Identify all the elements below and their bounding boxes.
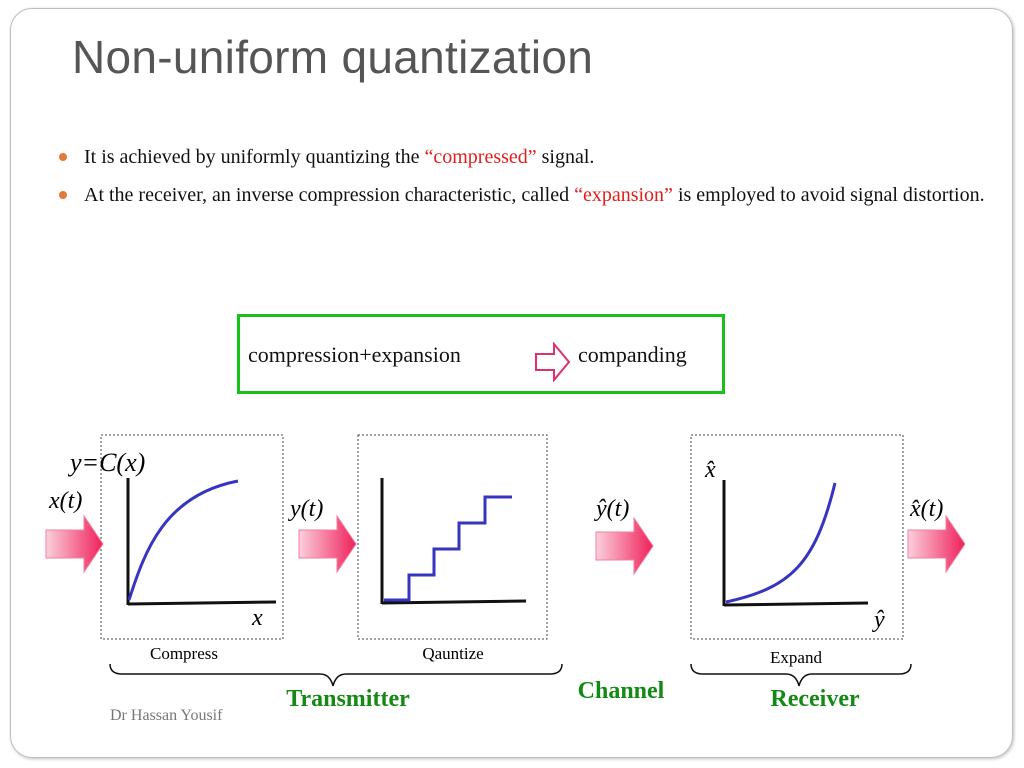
quantization-staircase	[384, 495, 512, 602]
bullet-item-1: It is achieved by uniformly quantizing t…	[56, 140, 991, 174]
quantize-x-axis	[381, 599, 527, 605]
bullet-2-text: At the receiver, an inverse compression …	[84, 184, 575, 206]
compress-x-axis	[127, 600, 277, 606]
companding-box: compression+expansion companding	[237, 314, 725, 394]
channel-arrow-icon	[595, 516, 654, 576]
output-signal-label: x̂(t)	[909, 496, 943, 522]
receiver-label: Receiver	[770, 686, 860, 712]
input-signal-label: x(t)	[48, 488, 82, 514]
compression-curve	[127, 479, 239, 601]
input-arrow-icon	[45, 514, 104, 574]
compressed-signal-label: y(t)	[288, 496, 323, 522]
expand-x-axis	[723, 601, 869, 607]
quantize-box	[357, 434, 548, 640]
expand-label: Expand	[770, 648, 822, 667]
receiver-brace	[690, 663, 912, 687]
transmitter-label: Transmitter	[286, 686, 410, 712]
bullet-dot-icon	[59, 191, 67, 199]
bullet-dot-icon	[59, 153, 67, 161]
transmitter-brace	[109, 663, 563, 687]
compress-formula: y=C(x)	[67, 448, 145, 477]
footer-author: Dr Hassan Yousif	[110, 707, 223, 724]
quantize-label: Qauntize	[422, 644, 483, 663]
bullet-list: It is achieved by uniformly quantizing t…	[56, 140, 991, 216]
slide-frame	[10, 8, 1013, 758]
bullet-item-2: At the receiver, an inverse compression …	[56, 178, 991, 212]
bullet-1-tail: signal.	[536, 146, 595, 168]
right-arrow-icon	[535, 342, 571, 382]
expand-y-label: x̂	[704, 457, 716, 483]
output-arrow-icon	[907, 514, 966, 574]
bullet-1-highlight: “compressed”	[424, 146, 537, 168]
bullet-2-highlight: “expansion”	[574, 184, 673, 206]
compress-label: Compress	[150, 644, 218, 663]
compressed-arrow-icon	[298, 514, 357, 574]
bullet-1-text: It is achieved by uniformly quantizing t…	[84, 146, 425, 168]
compress-box	[100, 434, 284, 640]
companding-right-text: companding	[578, 342, 687, 367]
bullet-2-tail: is employed to avoid signal distortion.	[672, 184, 985, 206]
expand-box	[690, 434, 904, 640]
slide-title: Non-uniform quantization	[72, 31, 594, 83]
expand-x-label: ŷ	[872, 607, 885, 633]
compress-x-label: x	[251, 605, 263, 631]
channel-label: Channel	[578, 678, 665, 704]
expansion-curve	[725, 482, 837, 604]
companding-left-text: compression+expansion	[248, 342, 461, 367]
quantized-signal-label: ŷ(t)	[594, 496, 629, 522]
